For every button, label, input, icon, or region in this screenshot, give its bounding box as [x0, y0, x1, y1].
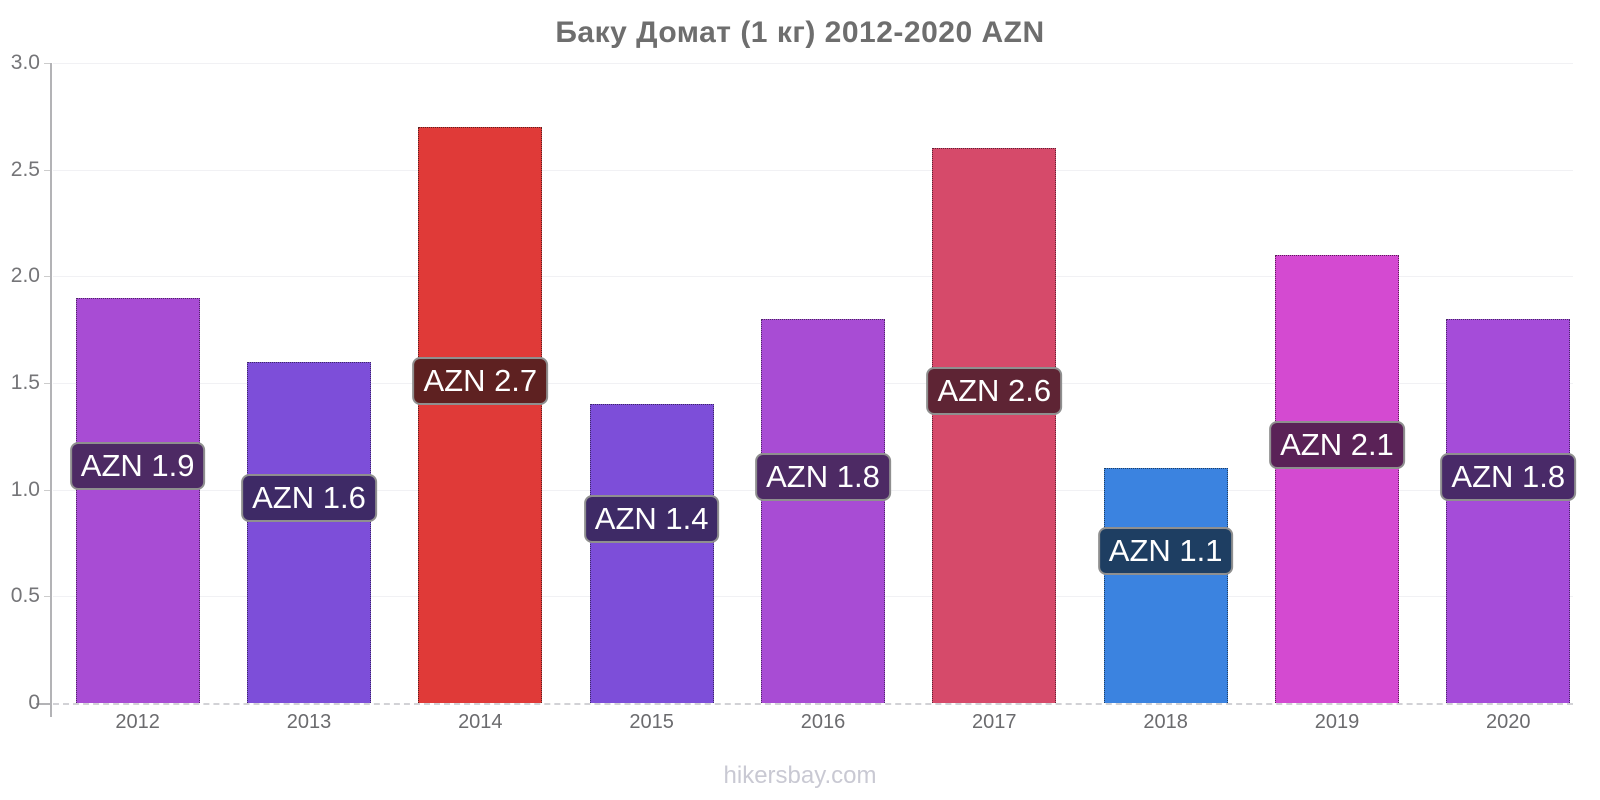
x-tick-label: 2017: [972, 711, 1017, 733]
bar-2018[interactable]: AZN 1.1: [1097, 468, 1234, 703]
y-tick-mark: [44, 276, 50, 278]
bar-column: AZN 1.9: [52, 63, 223, 703]
y-tick-label: 0.5: [10, 584, 40, 608]
bar-value-label: AZN 1.8: [1440, 452, 1577, 501]
zero-gridline: [53, 703, 1573, 705]
bar-value-label: AZN 1.4: [583, 495, 720, 544]
y-tick-label: 0: [28, 691, 40, 714]
bar-column: AZN 1.8: [1423, 63, 1594, 703]
y-tick-mark: [44, 596, 50, 598]
x-tick-label: 2016: [800, 711, 846, 733]
bar-value-label: AZN 1.9: [69, 441, 206, 490]
bar-2012[interactable]: AZN 1.9: [69, 297, 206, 703]
bar-2020[interactable]: AZN 1.8: [1440, 319, 1577, 703]
y-tick-mark: [44, 63, 50, 64]
y-tick-label: 1.0: [10, 477, 40, 501]
x-tick-label: 2014: [458, 711, 503, 733]
bar-2014[interactable]: AZN 2.7: [412, 127, 549, 703]
bar-value-label: AZN 2.6: [926, 367, 1063, 416]
y-tick-mark: [44, 489, 50, 491]
bar-2019[interactable]: AZN 2.1: [1269, 255, 1405, 703]
bar-column: AZN 1.8: [737, 63, 908, 703]
bar-2015[interactable]: AZN 1.4: [583, 404, 720, 703]
y-tick-mark: [44, 169, 50, 171]
plot-area: 3.0 2.5 2.0 1.5 1.0 0.5 0 AZN 1.9 AZN 1.6 AZN 2.…: [11, 51, 1594, 717]
bars-container: AZN 1.9 AZN 1.6 AZN 2.7 AZN 1.4 AZN 1.8 AZN 2…: [52, 63, 1594, 703]
y-tick-mark: [36, 703, 50, 705]
x-tick-label: 2013: [286, 711, 332, 733]
x-tick-label: 2019: [1314, 711, 1360, 733]
bar-value-label: AZN 2.1: [1269, 420, 1405, 469]
bar-2017[interactable]: AZN 2.6: [926, 148, 1063, 703]
y-tick-label: 2.0: [10, 264, 40, 288]
y-tick-label: 3.0: [10, 51, 40, 74]
y-tick-label: 2.5: [10, 157, 40, 181]
x-tick-label: 2012: [115, 711, 160, 733]
chart-title: Баку Домат (1 кг) 2012-2020 AZN: [555, 16, 1045, 49]
x-tick-label: 2015: [629, 711, 674, 733]
bar-2016[interactable]: AZN 1.8: [755, 319, 891, 703]
watermark-link[interactable]: hikersbay.com: [723, 762, 877, 789]
bar-value-label: AZN 1.1: [1097, 527, 1234, 576]
bar-2013[interactable]: AZN 1.6: [241, 361, 377, 703]
bar-value-label: AZN 2.7: [412, 356, 549, 405]
bar-value-label: AZN 1.8: [755, 452, 891, 501]
x-tick-label: 2020: [1486, 711, 1531, 733]
x-axis: 2012 2013 2014 2015 2016 2017 2018 2019 2020: [52, 711, 1594, 734]
bar-column: AZN 1.1: [1080, 63, 1251, 703]
bar-column: AZN 1.4: [566, 63, 737, 703]
y-tick-label: 1.5: [10, 371, 40, 394]
bar-column: AZN 2.7: [395, 63, 566, 703]
bar-value-label: AZN 1.6: [241, 473, 377, 522]
bar-column: AZN 1.6: [223, 63, 394, 703]
y-tick-mark: [44, 383, 50, 384]
x-tick-label: 2018: [1143, 711, 1188, 733]
bar-column: AZN 2.6: [909, 63, 1080, 703]
bar-column: AZN 2.1: [1251, 63, 1422, 703]
y-axis-line: [50, 63, 52, 717]
